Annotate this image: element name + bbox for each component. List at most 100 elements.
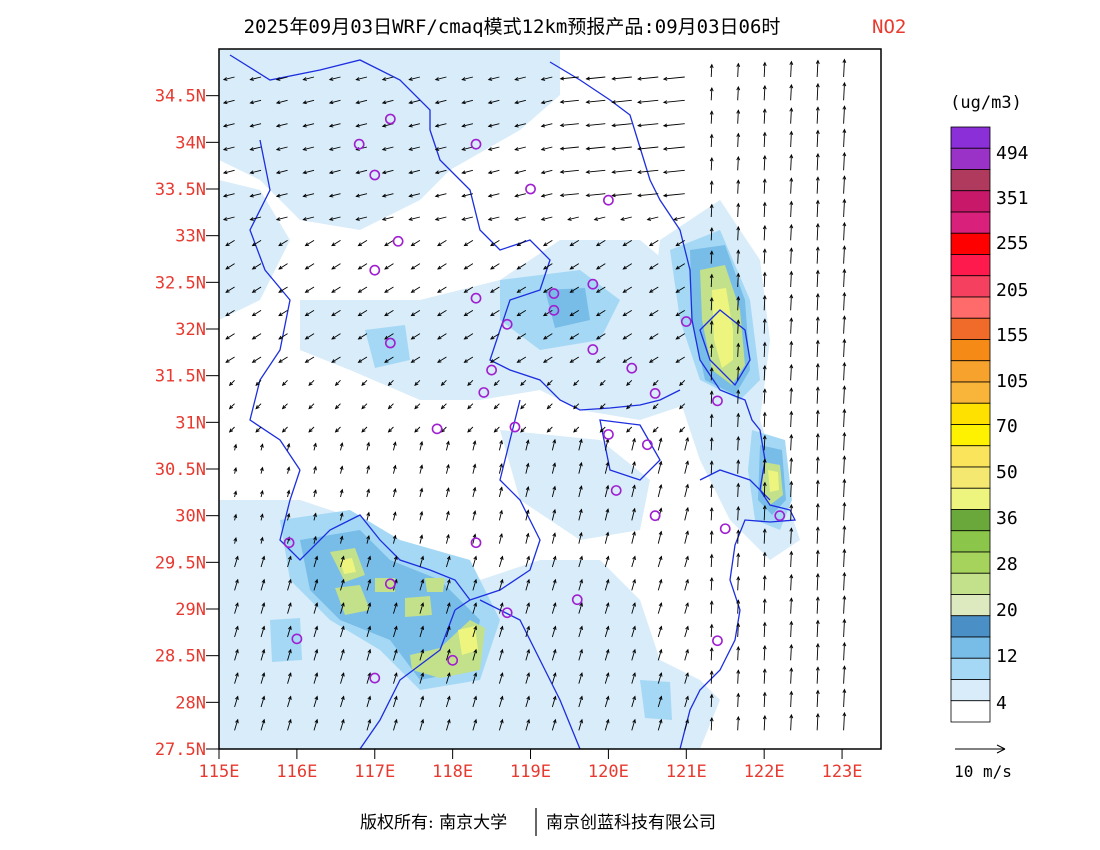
wind-arrow (599, 426, 606, 433)
wind-arrow (384, 356, 394, 363)
wind-arrow (472, 602, 478, 614)
wind-arrow (419, 695, 425, 708)
wind-arrow (585, 123, 606, 128)
wind-arrow (361, 426, 368, 433)
wind-arrow (631, 602, 636, 614)
wind-arrow (709, 156, 714, 171)
wind-reference-label: 10 m/s (954, 762, 1012, 781)
wind-arrow (487, 99, 500, 105)
wind-arrow (392, 441, 397, 451)
pollutant-label: NO2 (872, 16, 906, 38)
wind-arrow (525, 509, 530, 521)
wind-arrow (437, 286, 447, 293)
wind-arrow (762, 224, 767, 241)
wind-arrow (302, 123, 315, 128)
station-marker (478, 387, 490, 398)
legend-color-box (950, 657, 991, 680)
wind-arrow (604, 484, 610, 498)
station-marker (587, 278, 599, 290)
wind-arrow (789, 480, 794, 498)
wind-arrow (657, 718, 663, 731)
wind-arrow (631, 625, 636, 638)
haze-central (300, 240, 720, 420)
wind-arrow (419, 534, 424, 544)
wind-arrow (585, 146, 606, 151)
wind-arrow (410, 333, 421, 340)
wind-arrow (278, 356, 288, 363)
wind-arrow (578, 438, 583, 451)
wind-arrow (233, 536, 238, 544)
wind-arrow (514, 123, 526, 128)
wind-arrow (622, 333, 633, 340)
wind-arrow (709, 133, 714, 148)
wind-arrow (461, 76, 474, 81)
wind-arrow (313, 672, 319, 684)
wind-arrow (736, 715, 741, 731)
wind-arrow (542, 286, 553, 293)
wind-arrow (585, 169, 606, 174)
patch-28-b (335, 585, 370, 615)
wind-arrow (736, 412, 741, 428)
band-12-south (640, 680, 672, 720)
wind-arrow (551, 695, 557, 708)
wind-arrow (551, 602, 557, 614)
wind-arrow (419, 510, 424, 521)
wind-arrow (437, 309, 447, 317)
wind-arrow (595, 356, 606, 363)
wind-arrow (789, 363, 794, 381)
wind-arrow (472, 672, 478, 684)
wind-arrow (709, 273, 714, 288)
boundary-lines (229, 54, 797, 749)
wind-arrow (487, 193, 500, 198)
wind-arrow (419, 440, 424, 451)
wind-arrow (842, 711, 847, 731)
haze-west-edge (219, 180, 290, 320)
wind-arrow (287, 695, 292, 708)
wind-arrow (842, 525, 847, 544)
station-marker (587, 344, 599, 355)
wind-arrow (410, 263, 421, 270)
wind-arrow (815, 176, 820, 194)
wind-arrow (540, 146, 553, 151)
station-marker (626, 362, 638, 374)
lat-tick-label: 34N (175, 133, 206, 153)
wind-arrow (559, 99, 579, 104)
station-marker (384, 113, 396, 125)
wind-arrow (736, 669, 741, 684)
wind-arrow (709, 203, 714, 218)
wind-arrow (414, 403, 421, 410)
station-marker (369, 672, 381, 684)
wind-arrow (662, 169, 685, 175)
wind-arrow (815, 199, 820, 218)
wind-arrow (842, 571, 847, 591)
wind-arrow (414, 380, 421, 387)
wind-arrow (789, 130, 794, 148)
wind-arrow (595, 309, 606, 317)
wind-arrow (709, 693, 714, 708)
wind-arrow (789, 573, 794, 591)
wind-arrow (736, 692, 741, 708)
wind-arrow (393, 718, 398, 731)
wind-arrow (559, 146, 579, 151)
wind-arrow (302, 193, 315, 198)
station-marker (641, 439, 653, 451)
wind-arrow (472, 555, 478, 568)
wind-arrow (487, 216, 500, 221)
wind-arrow (275, 99, 288, 105)
wind-arrow (762, 621, 767, 638)
wind-arrow (281, 380, 288, 387)
wind-arrow (355, 216, 368, 221)
wind-arrow (287, 648, 292, 661)
wind-arrow (736, 202, 741, 218)
wind-arrow (762, 154, 767, 171)
wind-arrow (815, 269, 820, 288)
wind-arrow (361, 403, 368, 410)
wind-arrow (393, 672, 398, 684)
wind-arrow (381, 76, 394, 81)
wind-arrow (525, 485, 530, 498)
legend-color-box (950, 700, 991, 723)
legend-label: 4 (996, 693, 1007, 714)
wind-arrow (815, 106, 820, 124)
wind-arrow (652, 426, 659, 433)
